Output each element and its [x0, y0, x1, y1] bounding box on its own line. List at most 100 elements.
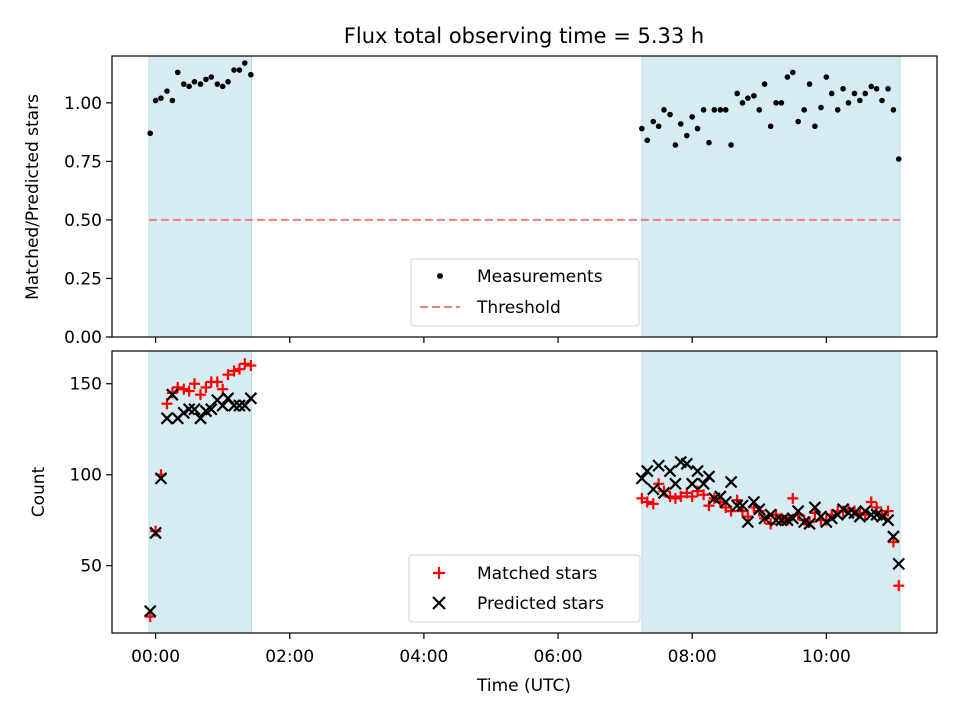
measurement-point [806, 81, 813, 87]
matched-star-point [228, 365, 240, 377]
predicted-marker-b [227, 399, 241, 412]
predicted-star-point [669, 477, 682, 491]
bottom-x-tick-label: 00:00 [131, 647, 180, 667]
measurement-point [722, 107, 729, 113]
measurement-point [739, 100, 746, 106]
matched-star-point [675, 491, 687, 503]
predicted-star-point [640, 464, 654, 478]
predicted-star-point [194, 412, 207, 425]
measurement-point [655, 123, 662, 130]
bottom-y-axis: 50 100 150 [70, 375, 112, 577]
predicted-marker-b [797, 515, 811, 529]
measurement-point [711, 107, 718, 113]
measurement-point [661, 107, 667, 113]
top-shaded-intervals [148, 55, 901, 338]
matched-stars-legend-marker [433, 567, 445, 579]
predicted-stars-legend-marker [432, 596, 446, 610]
measurement-point [840, 85, 846, 92]
predicted-marker-b [640, 464, 654, 478]
predicted-marker-b [647, 482, 660, 496]
measurement-point [828, 90, 835, 97]
bottom-y-axis-label: Count [29, 466, 49, 517]
predicted-marker-b [808, 501, 822, 514]
predicted-star-point [652, 459, 665, 472]
predicted-star-point [663, 464, 677, 478]
predicted-marker-b [719, 495, 732, 509]
predicted-marker-b [216, 399, 229, 412]
measurement-point [728, 142, 734, 148]
measurement-point [242, 60, 248, 66]
top-panel: 0.00 0.25 0.50 0.75 1.00 Matched/Predicted s… [23, 55, 938, 348]
measurement-point [147, 130, 154, 137]
predicted-marker-b [669, 477, 682, 491]
measurement-point [778, 100, 785, 106]
matched-star-point [189, 378, 200, 390]
matched-star-point [798, 514, 810, 526]
predicted-marker-b [685, 477, 699, 491]
measurement-point [845, 100, 852, 106]
matched-star-point [887, 536, 899, 548]
measurement-point [684, 132, 690, 139]
predicted-star-point [702, 470, 716, 483]
measurement-point [644, 137, 651, 144]
matched-star-point [166, 387, 178, 399]
matched-star-point [742, 511, 754, 523]
measurement-point [885, 85, 891, 92]
matched-star-point [698, 489, 710, 501]
measurement-point [801, 107, 807, 113]
bottom-axes-frame [111, 350, 938, 634]
measurement-point [895, 156, 902, 162]
top-shaded-interval [148, 55, 253, 338]
top-x-ticks [154, 337, 827, 343]
top-y-axis-label: Matched/Predicted stars [23, 94, 43, 300]
measurement-point [248, 71, 254, 78]
bottom-x-tick-label: 06:00 [534, 647, 583, 667]
measurement-point [879, 97, 885, 104]
predicted-marker-b [652, 459, 665, 472]
measurement-point [851, 90, 858, 97]
measurement-point [197, 81, 204, 87]
matched-star-point [641, 496, 653, 508]
matched-star-point [178, 383, 190, 395]
predicted-star-point [635, 472, 649, 485]
measurement-point [180, 81, 187, 87]
top-y-tick-label: 0.50 [64, 211, 102, 231]
predicted-star-point [149, 526, 162, 540]
measurement-point [862, 90, 869, 97]
matched-star-point [804, 516, 816, 528]
threshold-legend-label: Threshold [476, 298, 561, 318]
predicted-marker-b [691, 464, 704, 478]
measurement-point [164, 88, 170, 94]
predicted-star-point [216, 399, 229, 412]
predicted-star-point [848, 506, 861, 520]
measurement-point [158, 95, 164, 101]
measurement-point [152, 97, 159, 104]
predicted-star-point [143, 604, 157, 618]
measurement-point [639, 125, 645, 132]
bottom-legend-box [408, 554, 641, 623]
predicted-marker-b [870, 508, 883, 522]
predicted-stars-series [143, 388, 906, 618]
matched-stars-legend-label: Matched stars [477, 564, 597, 584]
measurement-point [734, 90, 740, 97]
measurement-point [677, 121, 684, 127]
predicted-marker-b [194, 412, 207, 425]
predicted-star-point [166, 388, 179, 401]
matched-star-point [692, 485, 704, 497]
predicted-star-point [808, 501, 822, 514]
measurement-point [761, 81, 768, 87]
top-y-axis: 0.00 0.25 0.50 0.75 1.00 [64, 94, 112, 348]
predicted-marker-b [182, 402, 196, 416]
predicted-marker-b [177, 406, 191, 420]
top-y-tick-label: 0.25 [64, 269, 102, 289]
matched-star-point [703, 500, 715, 512]
predicted-star-point [791, 504, 805, 518]
matched-star-point [200, 381, 212, 393]
measurement-point [773, 100, 779, 106]
predicted-marker-b [887, 530, 900, 543]
measurement-point [186, 83, 192, 90]
predicted-marker-b [160, 412, 174, 425]
predicted-star-point [188, 402, 201, 416]
matched-star-point [882, 505, 894, 517]
